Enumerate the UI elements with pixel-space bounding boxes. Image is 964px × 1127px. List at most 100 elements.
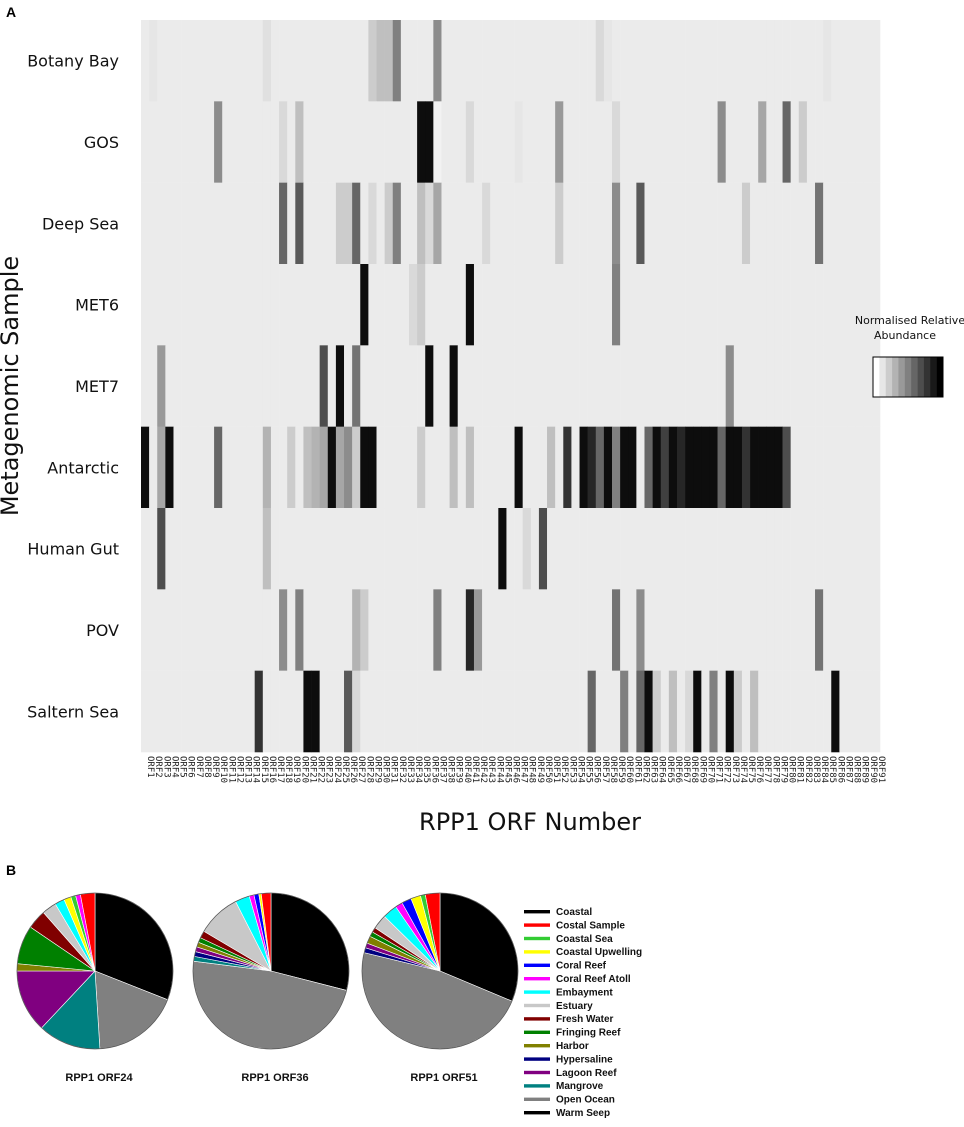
heatmap-cell bbox=[473, 508, 483, 590]
heatmap-column-label: ORF5 bbox=[178, 756, 188, 778]
heatmap-cell bbox=[587, 589, 597, 671]
heatmap-cell bbox=[620, 101, 629, 183]
heatmap-cell bbox=[514, 508, 523, 590]
heatmap-cell bbox=[733, 101, 743, 183]
heatmap-cell bbox=[676, 345, 686, 427]
heatmap-column-label: ORF60 bbox=[624, 756, 634, 783]
heatmap-cell bbox=[660, 670, 670, 753]
heatmap-cell bbox=[579, 101, 588, 183]
heatmap-cell bbox=[522, 589, 532, 671]
heatmap-cell bbox=[408, 101, 418, 183]
pie-legend-item: Lagoon Reef bbox=[524, 1068, 617, 1079]
heatmap-cell bbox=[620, 20, 629, 102]
heatmap-cell bbox=[676, 508, 686, 590]
heatmap-cell bbox=[173, 345, 182, 427]
heatmap-cell bbox=[579, 20, 588, 102]
heatmap-cell bbox=[514, 589, 523, 671]
heatmap-cell bbox=[482, 264, 491, 346]
heatmap-cell bbox=[425, 508, 434, 590]
heatmap-cell bbox=[741, 426, 751, 509]
heatmap-cell bbox=[197, 508, 207, 590]
heatmap-cell bbox=[628, 345, 637, 427]
heatmap-cell bbox=[344, 426, 353, 509]
heatmap-cell bbox=[433, 426, 442, 509]
heatmap-cell bbox=[790, 101, 800, 183]
heatmap-column-label: ORF25 bbox=[340, 756, 350, 783]
heatmap-cell bbox=[733, 508, 743, 590]
heatmap-cell bbox=[457, 264, 467, 346]
heatmap-cell bbox=[701, 345, 710, 427]
heatmap-cell bbox=[205, 670, 215, 753]
heatmap-cell bbox=[522, 264, 532, 346]
heatmap-cell bbox=[782, 670, 791, 753]
heatmap-cell bbox=[595, 508, 605, 590]
heatmap-cell bbox=[660, 426, 670, 509]
heatmap-cell bbox=[676, 589, 686, 671]
heatmap-cell bbox=[449, 589, 459, 671]
heatmap-cell bbox=[295, 508, 304, 590]
heatmap-cell bbox=[254, 589, 264, 671]
heatmap-cell bbox=[579, 589, 588, 671]
heatmap-cell bbox=[717, 182, 726, 265]
heatmap-cell bbox=[774, 508, 783, 590]
heatmap-cell bbox=[750, 508, 759, 590]
pie-legend-swatch bbox=[524, 923, 550, 927]
heatmap-cell bbox=[400, 426, 410, 509]
heatmap-cell bbox=[384, 589, 394, 671]
heatmap-column-label: ORF30 bbox=[381, 756, 391, 783]
heatmap-cell bbox=[514, 20, 523, 102]
heatmap-cell bbox=[847, 101, 856, 183]
heatmap-cell bbox=[774, 345, 783, 427]
heatmap-column-label: ORF7 bbox=[194, 756, 204, 778]
heatmap-cell bbox=[417, 589, 426, 671]
heatmap-cell bbox=[400, 589, 410, 671]
pie-legend-label: Harbor bbox=[556, 1041, 589, 1052]
heatmap-cell bbox=[441, 589, 450, 671]
pie-legend-item: Estuary bbox=[524, 1001, 593, 1012]
heatmap-cell bbox=[449, 20, 459, 102]
heatmap-cell bbox=[392, 101, 402, 183]
heatmap-cell bbox=[823, 589, 832, 671]
heatmap-cell bbox=[620, 508, 629, 590]
heatmap-cell bbox=[141, 20, 150, 102]
heatmap-cell bbox=[465, 589, 475, 671]
heatmap-column-label: ORF66 bbox=[673, 756, 683, 783]
heatmap-row-label: MET6 bbox=[75, 296, 119, 315]
heatmap-cell bbox=[839, 182, 848, 265]
heatmap-cell bbox=[733, 345, 743, 427]
heatmap-cell bbox=[806, 508, 816, 590]
heatmap-cell bbox=[693, 20, 702, 102]
heatmap-column-label: ORF71 bbox=[714, 756, 724, 783]
heatmap-cell bbox=[214, 345, 223, 427]
heatmap-cell bbox=[279, 345, 288, 427]
heatmap-cell bbox=[408, 264, 418, 346]
heatmap-cell bbox=[327, 426, 337, 509]
heatmap-cell bbox=[636, 182, 645, 265]
heatmap-cell bbox=[173, 20, 182, 102]
heatmap-cell bbox=[603, 508, 613, 590]
heatmap-cell bbox=[555, 589, 564, 671]
heatmap-cell bbox=[636, 101, 645, 183]
heatmap-cell bbox=[555, 264, 564, 346]
heatmap-cell bbox=[498, 20, 507, 102]
heatmap-legend-colorbar bbox=[872, 356, 944, 398]
heatmap-cell bbox=[693, 670, 702, 753]
heatmap-cell bbox=[815, 345, 824, 427]
heatmap-cell bbox=[766, 426, 775, 509]
heatmap-column-label: ORF40 bbox=[462, 756, 472, 783]
heatmap-cell bbox=[360, 670, 369, 753]
heatmap-cell bbox=[514, 264, 523, 346]
heatmap-cell bbox=[205, 589, 215, 671]
heatmap-cell bbox=[530, 345, 540, 427]
pie-legend-item: Harbor bbox=[524, 1041, 589, 1052]
heatmap-cell bbox=[750, 589, 759, 671]
heatmap-cell bbox=[644, 264, 653, 346]
heatmap-cell bbox=[612, 345, 621, 427]
heatmap-cell bbox=[254, 345, 264, 427]
pie-legend-label: Estuary bbox=[556, 1001, 593, 1012]
heatmap-column-label: ORF15 bbox=[259, 756, 269, 783]
heatmap-cell bbox=[717, 264, 726, 346]
heatmap-cell bbox=[149, 101, 158, 183]
heatmap-cell bbox=[368, 670, 377, 753]
heatmap-column-label: ORF62 bbox=[640, 756, 650, 783]
